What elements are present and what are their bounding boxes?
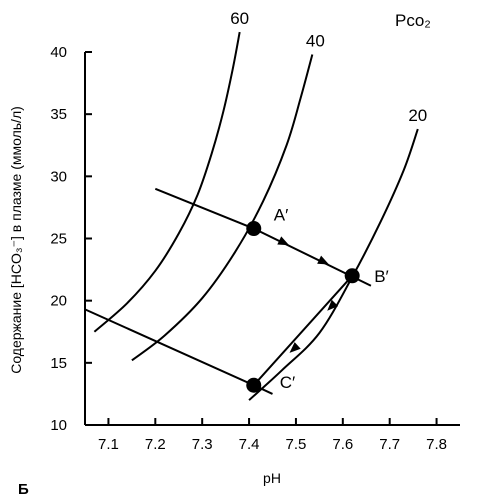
- y-ticks: 10 15 20 25 30 35 40: [50, 44, 92, 434]
- isobar-labels: 60 40 20: [230, 9, 427, 125]
- path-arrowhead: [327, 299, 339, 311]
- x-tick-label: 7.5: [286, 436, 307, 453]
- path-point-label-C: C′: [280, 373, 295, 392]
- path-points: [246, 221, 360, 393]
- path-point-labels: A′ B′ C′: [274, 206, 389, 393]
- path-arrowhead: [277, 236, 290, 246]
- path-point-B: [344, 268, 360, 284]
- path-point-label-B: B′: [374, 267, 389, 286]
- isobar-20: [248, 128, 419, 401]
- y-tick-label: 20: [50, 293, 67, 310]
- x-ticks: 7.1 7.2 7.3 7.4 7.5 7.6 7.7 7.8: [98, 418, 447, 453]
- panel-label: Б: [18, 481, 29, 498]
- y-tick-label: 15: [50, 355, 67, 372]
- isobar-label-40: 40: [306, 31, 325, 50]
- x-tick-label: 7.8: [426, 436, 447, 453]
- path-arrows: [277, 236, 339, 353]
- x-axis-title: pH: [263, 470, 281, 486]
- path-point-C: [246, 377, 262, 393]
- path-point-A: [246, 221, 262, 237]
- x-tick-label: 7.2: [145, 436, 166, 453]
- path-arrowhead: [317, 255, 330, 265]
- x-tick-label: 7.4: [239, 436, 260, 453]
- isobar-label-60: 60: [230, 9, 249, 28]
- x-tick-label: 7.6: [332, 436, 353, 453]
- y-tick-label: 10: [50, 417, 67, 434]
- y-axis-title: Содержание [HCO₃⁻] в плазме (ммоль/л): [8, 106, 24, 374]
- isobar-curves: [93, 31, 419, 401]
- isobar-label-20: 20: [408, 106, 427, 125]
- path-segment-b-c: [253, 275, 353, 386]
- x-tick-label: 7.3: [192, 436, 213, 453]
- y-tick-label: 30: [50, 168, 67, 185]
- path-point-label-A: A′: [274, 206, 289, 225]
- y-tick-label: 40: [50, 44, 67, 61]
- y-tick-label: 35: [50, 106, 67, 123]
- isobar-60: [93, 31, 241, 333]
- isobar-title: Pco₂: [395, 11, 431, 30]
- y-tick-label: 25: [50, 231, 67, 248]
- path-arrowhead: [289, 342, 301, 353]
- x-tick-label: 7.7: [379, 436, 400, 453]
- buffer-lines: [84, 187, 372, 395]
- x-tick-label: 7.1: [98, 436, 119, 453]
